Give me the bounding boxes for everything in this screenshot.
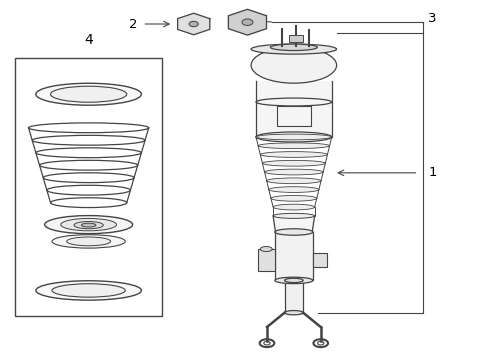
Ellipse shape — [67, 237, 111, 246]
Ellipse shape — [260, 247, 272, 252]
Text: 4: 4 — [84, 33, 93, 47]
Ellipse shape — [61, 219, 117, 231]
Ellipse shape — [285, 278, 303, 283]
Text: 3: 3 — [428, 12, 437, 25]
Ellipse shape — [81, 223, 96, 227]
Ellipse shape — [52, 235, 125, 248]
Bar — [277, 107, 311, 126]
Bar — [15, 58, 162, 316]
Ellipse shape — [45, 216, 133, 234]
Ellipse shape — [270, 44, 318, 50]
Ellipse shape — [265, 169, 323, 175]
Ellipse shape — [263, 161, 325, 166]
Ellipse shape — [242, 19, 253, 26]
Ellipse shape — [285, 311, 303, 315]
Bar — [256, 81, 332, 137]
Polygon shape — [177, 13, 210, 35]
Ellipse shape — [256, 134, 332, 140]
Bar — [258, 249, 275, 271]
Bar — [285, 280, 303, 313]
Ellipse shape — [251, 47, 337, 83]
Text: 1: 1 — [428, 166, 437, 179]
Ellipse shape — [269, 187, 319, 193]
Ellipse shape — [52, 284, 125, 297]
Ellipse shape — [50, 86, 127, 102]
Ellipse shape — [74, 221, 103, 229]
Ellipse shape — [275, 277, 313, 284]
Polygon shape — [228, 9, 267, 35]
Ellipse shape — [271, 195, 317, 201]
Ellipse shape — [256, 132, 332, 142]
Ellipse shape — [260, 152, 327, 157]
Ellipse shape — [36, 281, 142, 300]
Ellipse shape — [36, 83, 142, 105]
Ellipse shape — [273, 213, 315, 219]
Ellipse shape — [273, 204, 315, 210]
Bar — [313, 253, 327, 267]
Ellipse shape — [251, 44, 337, 54]
Ellipse shape — [189, 21, 198, 27]
Bar — [273, 216, 315, 232]
Text: 2: 2 — [129, 18, 138, 31]
Ellipse shape — [258, 143, 330, 149]
Ellipse shape — [267, 178, 321, 184]
Bar — [289, 36, 303, 42]
Bar — [275, 232, 313, 280]
Ellipse shape — [275, 229, 313, 235]
